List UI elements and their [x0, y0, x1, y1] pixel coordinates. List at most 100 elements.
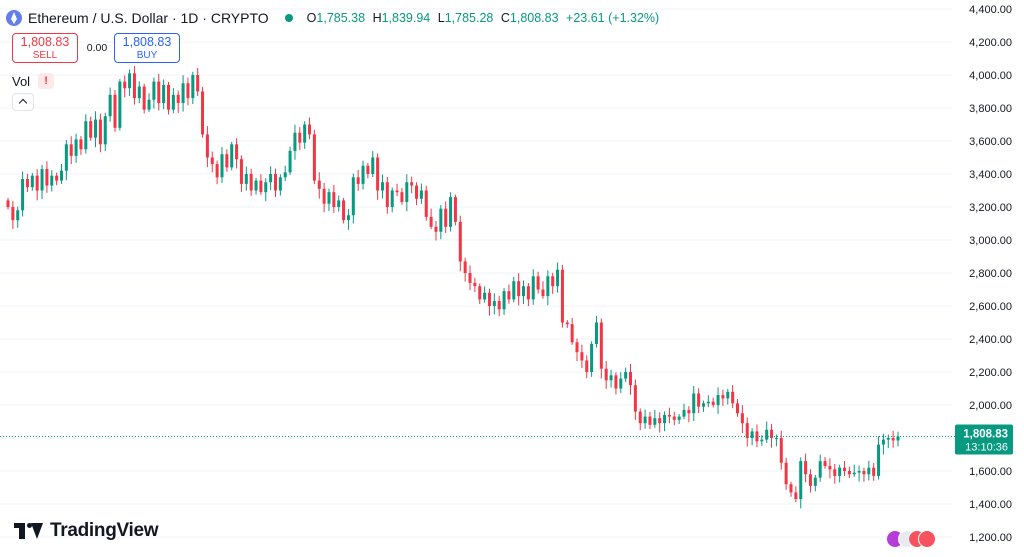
candle — [492, 293, 496, 315]
candle — [507, 284, 511, 304]
candle — [838, 464, 842, 483]
candle-body — [35, 175, 39, 191]
candle — [419, 183, 423, 204]
candle — [789, 481, 793, 497]
candle — [857, 465, 861, 482]
tradingview-logo-icon — [14, 523, 44, 539]
collapse-legend-button[interactable] — [12, 93, 34, 111]
candle-body — [779, 438, 783, 463]
candle-body — [512, 281, 516, 300]
candle-body — [249, 174, 253, 191]
candle — [828, 458, 832, 479]
candle-body — [526, 286, 530, 300]
candle — [351, 173, 355, 224]
candle-body — [429, 216, 433, 227]
candle-body — [609, 375, 613, 381]
country-badges[interactable] — [886, 530, 936, 548]
candle — [487, 288, 491, 316]
candle-body — [536, 276, 540, 290]
price-tag-value: 1,808.83 — [963, 429, 1008, 441]
candle — [64, 139, 68, 181]
candle-body — [415, 185, 419, 199]
candle — [21, 171, 25, 217]
candle-body — [322, 188, 326, 204]
candle-body — [818, 461, 822, 478]
volume-indicator[interactable]: Vol ! — [12, 73, 55, 89]
candle — [346, 209, 350, 230]
candle — [220, 146, 224, 183]
chart-grid — [0, 8, 952, 538]
candle — [298, 127, 302, 151]
candle-body — [6, 200, 10, 207]
buy-price: 1,808.83 — [122, 35, 172, 49]
candle — [736, 399, 740, 417]
buy-button[interactable]: 1,808.83 BUY — [114, 33, 180, 63]
spread-value: 0.00 — [86, 42, 108, 54]
candle-body — [215, 164, 219, 178]
candle — [522, 280, 526, 305]
candle-body — [278, 177, 282, 191]
candle — [380, 174, 384, 199]
candle — [799, 457, 803, 509]
candle — [599, 318, 603, 379]
tradingview-logo[interactable]: TradingView — [14, 520, 159, 542]
candle — [40, 164, 44, 200]
candle — [434, 220, 438, 241]
candle — [400, 187, 404, 205]
candle — [672, 411, 676, 426]
candle-body — [444, 208, 448, 227]
sell-button[interactable]: 1,808.83 SELL — [12, 33, 78, 63]
candle-body — [235, 144, 239, 160]
market-status-icon[interactable] — [284, 14, 293, 22]
candle-body — [731, 391, 735, 404]
candle — [239, 155, 243, 192]
candle — [147, 93, 151, 113]
candle-body — [570, 324, 574, 343]
candle-body — [288, 150, 292, 173]
candle — [867, 460, 871, 481]
candle-body — [458, 221, 462, 262]
price-tick-label: 2,000.00 — [969, 400, 1012, 412]
candle-body — [789, 484, 793, 493]
candle-body — [181, 83, 185, 104]
price-axis[interactable]: 4,400.00 4,200.00 4,000.00 3,800.00 3,600.00… — [969, 4, 1012, 544]
candle — [667, 407, 671, 424]
candle — [794, 486, 798, 503]
candle — [356, 169, 360, 191]
candle — [682, 403, 686, 420]
candle — [317, 172, 321, 199]
candle — [716, 387, 720, 414]
warning-icon[interactable]: ! — [38, 73, 55, 89]
candle-body — [804, 461, 808, 475]
candle-body — [273, 174, 277, 191]
change-value: +23.61 (+1.32%) — [566, 11, 660, 25]
candle — [745, 417, 749, 447]
candle — [658, 412, 662, 433]
candle — [740, 405, 744, 434]
candle — [663, 411, 667, 432]
candle — [779, 430, 783, 470]
candle-body — [108, 94, 112, 117]
candle-body — [891, 438, 895, 441]
candle-body — [453, 197, 457, 222]
symbol-title[interactable]: Ethereum / U.S. Dollar · 1D · CRYPTO — [28, 10, 269, 26]
candle-body — [551, 276, 555, 287]
candle-body — [21, 178, 25, 211]
candle — [186, 77, 190, 106]
candle — [531, 269, 535, 305]
candle-body — [434, 226, 438, 232]
candle-body — [259, 180, 263, 193]
price-tick-label: 2,400.00 — [969, 334, 1012, 346]
price-tick-label: 2,800.00 — [969, 268, 1012, 280]
candle — [711, 397, 715, 408]
candle-body — [487, 292, 491, 306]
candle — [103, 112, 107, 151]
candle-body — [351, 177, 355, 216]
candle-body — [867, 467, 871, 475]
chart-legend: Ethereum / U.S. Dollar · 1D · CRYPTO O1,… — [6, 8, 659, 28]
candle-body — [45, 169, 49, 186]
candle — [872, 463, 876, 481]
candle-body — [210, 157, 214, 165]
